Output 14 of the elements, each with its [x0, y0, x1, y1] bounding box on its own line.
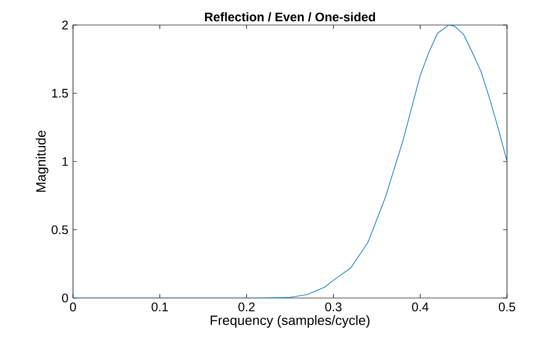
y-tick-label: 0.5 [52, 225, 68, 234]
y-tick-label: 0 [62, 294, 68, 302]
x-tick-label: 0.5 [498, 302, 516, 312]
x-tick-label: 0.4 [412, 302, 428, 312]
x-tick-label: 0.3 [325, 302, 342, 312]
y-tick-label: 2 [62, 20, 68, 30]
y-tick-label: 1.5 [52, 88, 68, 98]
y-tick-label: 1 [62, 157, 68, 166]
x-tick-label: 0.1 [152, 302, 168, 312]
x-axis-title: Frequency (samples/cycle) [210, 315, 370, 328]
x-tick-label: 0.2 [238, 302, 255, 312]
y-axis-title: Magnitude [36, 130, 48, 192]
chart-title: Reflection / Even / One-sided [205, 12, 375, 22]
x-tick-label: 0 [70, 302, 76, 312]
